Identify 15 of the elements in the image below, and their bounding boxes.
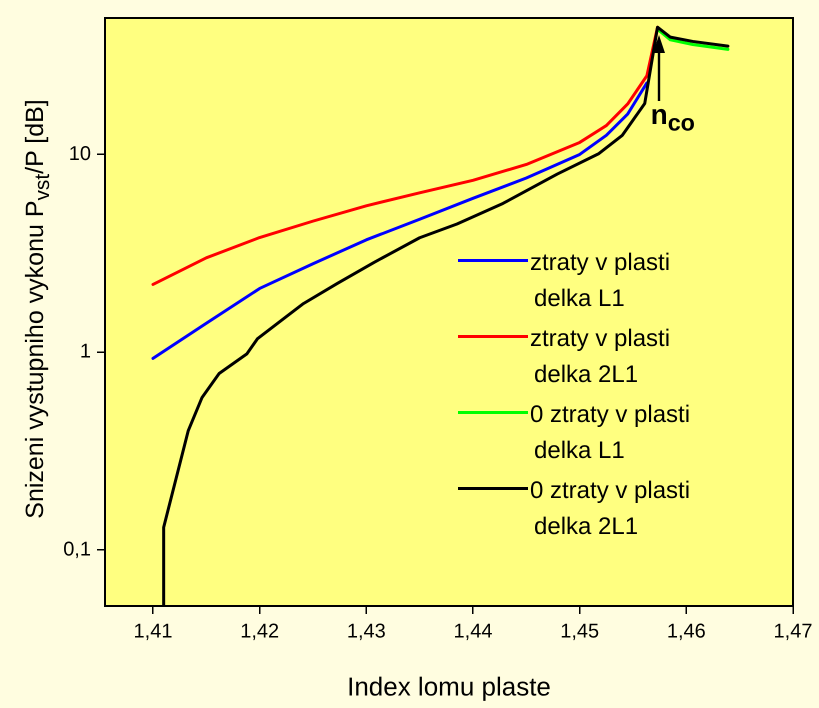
legend-label: 0 ztraty v plasti delka 2L1: [529, 476, 692, 542]
y-tick-label: 0,1: [63, 538, 91, 560]
x-tick-label: 1,45: [560, 620, 600, 643]
y-tick-label: 1: [80, 340, 91, 363]
x-tick-label: 1,47: [774, 620, 812, 643]
x-tick-label: 1,41: [134, 620, 172, 643]
legend-label: ztraty v plasti delka 2L1: [529, 324, 672, 390]
y-tick-label: 10: [68, 142, 91, 165]
x-tick-label: 1,46: [666, 620, 706, 643]
legend-label: 0 ztraty v plasti delka L1: [529, 400, 692, 466]
x-tick-label: 1,42: [240, 620, 280, 643]
x-axis-title: Index lomu plaste: [347, 672, 551, 702]
x-tick-label: 1,44: [454, 620, 492, 643]
x-tick-label: 1,43: [346, 620, 386, 643]
annotation: n$_{co}$: [650, 99, 695, 137]
